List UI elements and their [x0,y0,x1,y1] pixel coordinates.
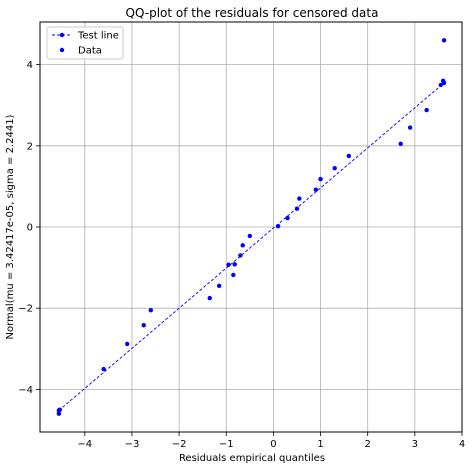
data-point [275,223,281,229]
grid [40,22,463,432]
x-tick-label: 3 [412,439,418,450]
data-point [285,215,290,221]
data-point [424,107,429,113]
y-tick-label: −2 [18,304,33,315]
data-point [231,272,236,278]
data-point [441,38,447,43]
data-point [57,407,63,412]
data-point [313,187,319,192]
y-tick-label: 2 [27,141,33,152]
chart-title: QQ-plot of the residuals for censored da… [126,6,379,20]
test-line [58,82,445,411]
x-axis-label: Residuals empirical quantiles [179,453,325,464]
y-axis-label: Normal(mu = 3.42417e-05, sigma = 2.2441) [5,114,16,339]
data-point [226,262,231,267]
legend-box [46,26,124,60]
legend-entry-test-line: Test line [77,31,119,42]
x-axis: −4 −3 −2 −1 0 1 2 3 4 [77,432,465,450]
data-point [148,308,154,313]
data-point [240,243,245,248]
data-point [207,295,212,301]
x-tick-label: 4 [459,439,465,450]
y-tick-label: 4 [27,60,33,71]
x-tick-label: −3 [125,439,140,450]
data-point [247,233,253,239]
data-point [101,366,106,372]
y-tick-label: −4 [18,385,33,396]
x-tick-label: −4 [77,439,92,450]
y-axis: −4 −2 0 2 4 [18,60,40,396]
data-point [56,411,62,416]
data-point [398,141,403,146]
data-point [407,125,413,130]
legend-entry-data: Data [78,46,102,57]
x-tick-label: 2 [365,439,371,450]
data-point [125,341,130,347]
data-point [332,165,337,171]
legend: Test line Data [46,26,124,60]
y-tick-label: 0 [27,223,33,234]
data-point [346,153,352,159]
data-series [56,38,447,416]
x-tick-label: 1 [317,439,323,450]
data-point [318,176,323,182]
data-point [294,206,300,211]
data-point [238,253,243,258]
data-point [216,283,222,289]
x-tick-label: 0 [270,439,276,450]
data-point [438,82,443,88]
data-point [141,323,146,328]
data-point [440,78,446,84]
x-tick-label: −1 [219,439,234,450]
x-tick-label: −2 [172,439,187,450]
legend-data-marker [59,47,65,53]
legend-test-line-marker [59,32,65,38]
data-point [297,196,302,201]
data-point [232,262,237,267]
